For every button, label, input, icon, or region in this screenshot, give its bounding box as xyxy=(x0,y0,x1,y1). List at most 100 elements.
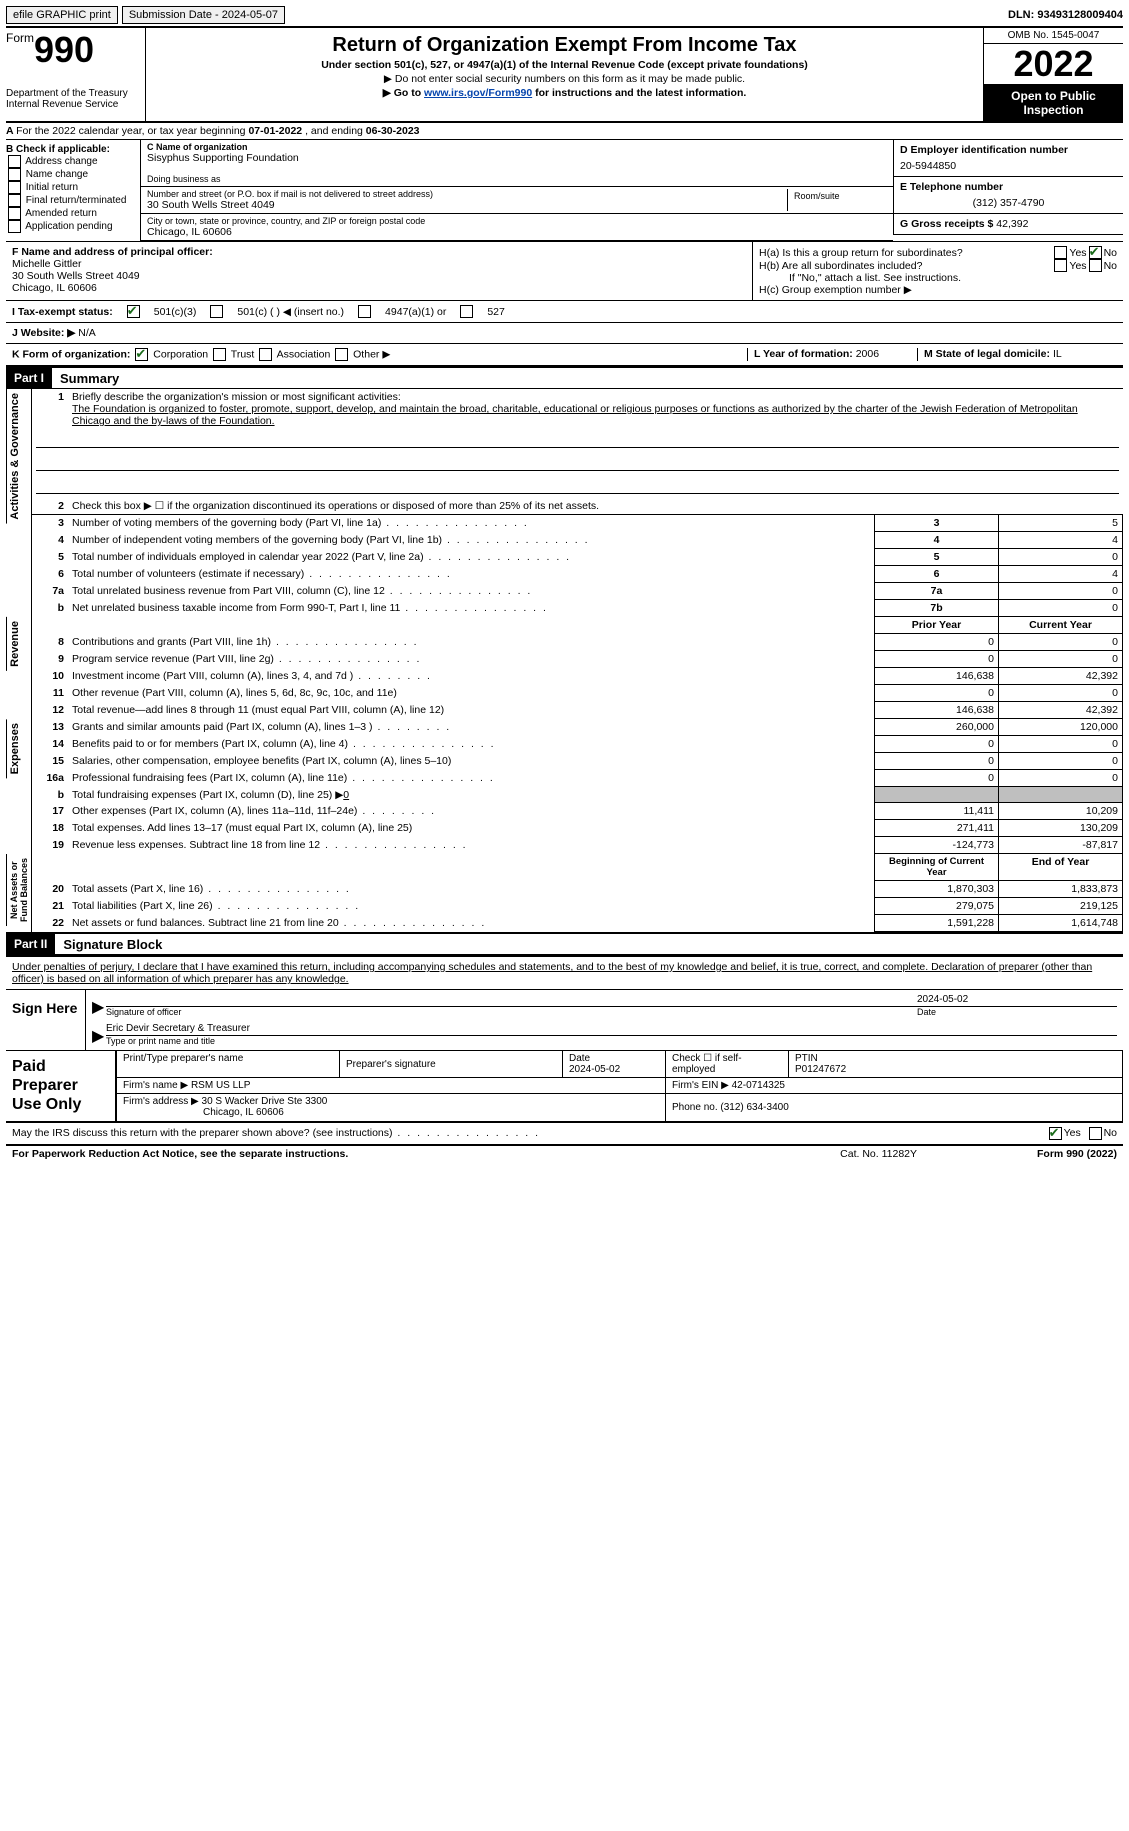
line12-label: Total revenue—add lines 8 through 11 (mu… xyxy=(68,702,875,719)
paid-preparer-grid: Paid Preparer Use Only Print/Type prepar… xyxy=(6,1051,1123,1123)
sign-here-grid: Sign Here ▶ Signature of officer 2024-05… xyxy=(6,989,1123,1051)
chk-final-return[interactable]: Final return/terminated xyxy=(6,194,136,207)
col-b-header: B Check if applicable: xyxy=(6,144,136,155)
col-b-checkboxes: B Check if applicable: Address change Na… xyxy=(6,140,141,241)
topbar: efile GRAPHIC print Submission Date - 20… xyxy=(6,6,1123,24)
firm-name: RSM US LLP xyxy=(191,1080,250,1091)
part2-header: Part II xyxy=(6,934,55,954)
line3-val: 5 xyxy=(999,515,1123,532)
group-return-section: H(a) Is this a group return for subordin… xyxy=(753,242,1123,300)
form-prefix: Form xyxy=(6,31,34,45)
line18-label: Total expenses. Add lines 13–17 (must eq… xyxy=(68,820,875,837)
form-990-text: 990 xyxy=(34,29,94,70)
name-title-label: Type or print name and title xyxy=(106,1036,1117,1046)
website-value: N/A xyxy=(78,327,96,339)
line9-label: Program service revenue (Part VIII, line… xyxy=(68,651,875,668)
line-a-text: For the 2022 calendar year, or tax year … xyxy=(16,125,248,137)
officer-name: Eric Devir Secretary & Treasurer xyxy=(106,1023,1117,1036)
discuss-label: May the IRS discuss this return with the… xyxy=(12,1127,1047,1140)
line-a-prefix: A xyxy=(6,125,16,137)
line6-val: 4 xyxy=(999,566,1123,583)
goto-line: ▶ Go to www.irs.gov/Form990 for instruct… xyxy=(150,87,979,99)
paperwork-notice: For Paperwork Reduction Act Notice, see … xyxy=(12,1148,348,1160)
prep-sig-label: Preparer's signature xyxy=(340,1051,563,1078)
line22-label: Net assets or fund balances. Subtract li… xyxy=(68,915,875,932)
gross-receipts: G Gross receipts $ 42,392 xyxy=(893,214,1123,235)
part2-title: Signature Block xyxy=(55,937,162,952)
hb-note: If "No," attach a list. See instructions… xyxy=(759,272,1117,284)
org-address: 30 South Wells Street 4049 xyxy=(147,199,787,211)
tax-year: 2022 xyxy=(984,44,1123,85)
date-label: Date xyxy=(917,1007,1117,1017)
dept-treasury: Department of the Treasury Internal Reve… xyxy=(6,88,139,110)
irs-link[interactable]: www.irs.gov/Form990 xyxy=(424,87,532,99)
form-footer: Form 990 (2022) xyxy=(1037,1148,1117,1160)
goto-suffix: for instructions and the latest informat… xyxy=(532,87,746,99)
col-d-ein: D Employer identification number 20-5944… xyxy=(893,140,1123,241)
chk-name-change[interactable]: Name change xyxy=(6,168,136,181)
line4-label: Number of independent voting members of … xyxy=(68,532,875,549)
line5-label: Total number of individuals employed in … xyxy=(68,549,875,566)
chk-corporation[interactable] xyxy=(135,348,148,361)
line19-label: Revenue less expenses. Subtract line 18 … xyxy=(68,837,875,854)
website-row: J Website: ▶ N/A xyxy=(6,323,1123,344)
ptin-value: P01247672 xyxy=(795,1064,846,1075)
line7b-label: Net unrelated business taxable income fr… xyxy=(68,600,875,617)
chk-address-change[interactable]: Address change xyxy=(6,155,136,168)
chk-amended-return[interactable]: Amended return xyxy=(6,207,136,220)
state-domicile: M State of legal domicile: IL xyxy=(917,348,1117,361)
principal-officer: F Name and address of principal officer:… xyxy=(6,242,753,300)
chk-association[interactable] xyxy=(259,348,272,361)
tax-year-begin: 07-01-2022 xyxy=(248,125,302,137)
row-fgh: F Name and address of principal officer:… xyxy=(6,242,1123,301)
line14-label: Benefits paid to or for members (Part IX… xyxy=(68,736,875,753)
line21-label: Total liabilities (Part X, line 26) xyxy=(68,898,875,915)
side-net: Net Assets or Fund Balances xyxy=(6,854,31,926)
chk-trust[interactable] xyxy=(213,348,226,361)
line7a-label: Total unrelated business revenue from Pa… xyxy=(68,583,875,600)
dba-label: Doing business as xyxy=(147,174,887,184)
year-formation: L Year of formation: 2006 xyxy=(747,348,917,361)
signature-arrow-icon: ▶ xyxy=(92,997,106,1017)
line3-label: Number of voting members of the governin… xyxy=(68,515,875,532)
city-label: City or town, state or province, country… xyxy=(147,216,887,226)
part2-bar: Part II Signature Block xyxy=(6,932,1123,955)
omb-number: OMB No. 1545-0047 xyxy=(984,28,1123,44)
line8-label: Contributions and grants (Part VIII, lin… xyxy=(68,634,875,651)
part1-title: Summary xyxy=(52,371,119,386)
hb-yes-checkbox[interactable] xyxy=(1054,259,1067,272)
chk-initial-return[interactable]: Initial return xyxy=(6,181,136,194)
ssn-warning: ▶ Do not enter social security numbers o… xyxy=(150,73,979,85)
chk-application-pending[interactable]: Application pending xyxy=(6,220,136,233)
line13-label: Grants and similar amounts paid (Part IX… xyxy=(68,719,875,736)
chk-501c3[interactable] xyxy=(127,305,140,318)
line20-label: Total assets (Part X, line 16) xyxy=(68,881,875,898)
chk-527[interactable] xyxy=(460,305,473,318)
footer: For Paperwork Reduction Act Notice, see … xyxy=(6,1146,1123,1160)
line16b-label: Total fundraising expenses (Part IX, col… xyxy=(68,787,875,803)
mission-text: The Foundation is organized to foster, p… xyxy=(72,403,1078,427)
summary-table: Activities & Governance 1 Briefly descri… xyxy=(6,389,1123,932)
form-title: Return of Organization Exempt From Incom… xyxy=(150,34,979,57)
submission-date-button[interactable]: Submission Date - 2024-05-07 xyxy=(122,6,285,24)
ha-no-checkbox[interactable] xyxy=(1089,246,1102,259)
discuss-yes-checkbox[interactable] xyxy=(1049,1127,1062,1140)
prep-name-label: Print/Type preparer's name xyxy=(123,1053,333,1064)
chk-4947a1[interactable] xyxy=(358,305,371,318)
firm-city: Chicago, IL 60606 xyxy=(123,1107,284,1118)
line7b-val: 0 xyxy=(999,600,1123,617)
identification-grid: B Check if applicable: Address change Na… xyxy=(6,140,1123,242)
line4-val: 4 xyxy=(999,532,1123,549)
part1-header: Part I xyxy=(6,368,52,388)
dln-label: DLN: 93493128009404 xyxy=(1008,9,1123,21)
line16a-label: Professional fundraising fees (Part IX, … xyxy=(68,770,875,787)
efile-print-button[interactable]: efile GRAPHIC print xyxy=(6,6,118,24)
ha-label: H(a) Is this a group return for subordin… xyxy=(759,247,1052,259)
chk-501c[interactable] xyxy=(210,305,223,318)
eoy-header: End of Year xyxy=(999,854,1123,881)
discuss-no-checkbox[interactable] xyxy=(1089,1127,1102,1140)
chk-other[interactable] xyxy=(335,348,348,361)
line6-label: Total number of volunteers (estimate if … xyxy=(68,566,875,583)
hb-no-checkbox[interactable] xyxy=(1089,259,1102,272)
ha-yes-checkbox[interactable] xyxy=(1054,246,1067,259)
